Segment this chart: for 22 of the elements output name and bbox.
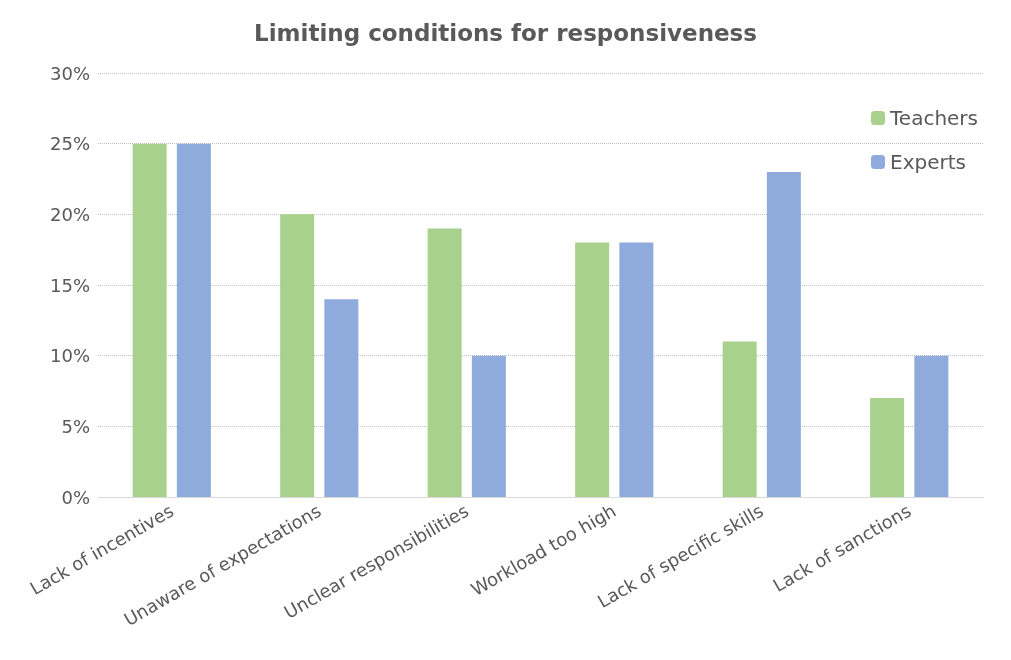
y-tick-label: 15%	[49, 274, 90, 296]
bar	[722, 341, 757, 497]
y-tick-label: 20%	[49, 203, 90, 225]
bar	[914, 355, 949, 497]
bar	[619, 242, 654, 497]
bar	[575, 242, 610, 497]
y-tick-label: 0%	[61, 486, 90, 508]
bar	[176, 143, 211, 497]
bar	[471, 355, 506, 497]
bar	[427, 228, 462, 497]
legend-label: Experts	[890, 150, 966, 174]
y-tick-label: 10%	[49, 345, 90, 367]
bar	[766, 171, 801, 497]
bar	[280, 214, 315, 497]
bar	[132, 143, 167, 497]
y-tick-label: 30%	[49, 62, 90, 84]
bar	[324, 299, 359, 497]
legend-label: Teachers	[889, 106, 978, 130]
chart-title: Limiting conditions for responsiveness	[254, 19, 757, 46]
y-tick-label: 5%	[61, 415, 90, 437]
bar	[870, 398, 905, 497]
y-tick-label: 25%	[49, 133, 90, 155]
